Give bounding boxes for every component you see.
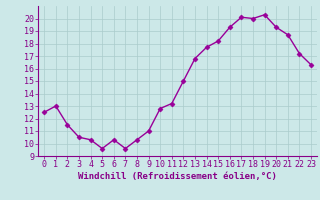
X-axis label: Windchill (Refroidissement éolien,°C): Windchill (Refroidissement éolien,°C) bbox=[78, 172, 277, 181]
